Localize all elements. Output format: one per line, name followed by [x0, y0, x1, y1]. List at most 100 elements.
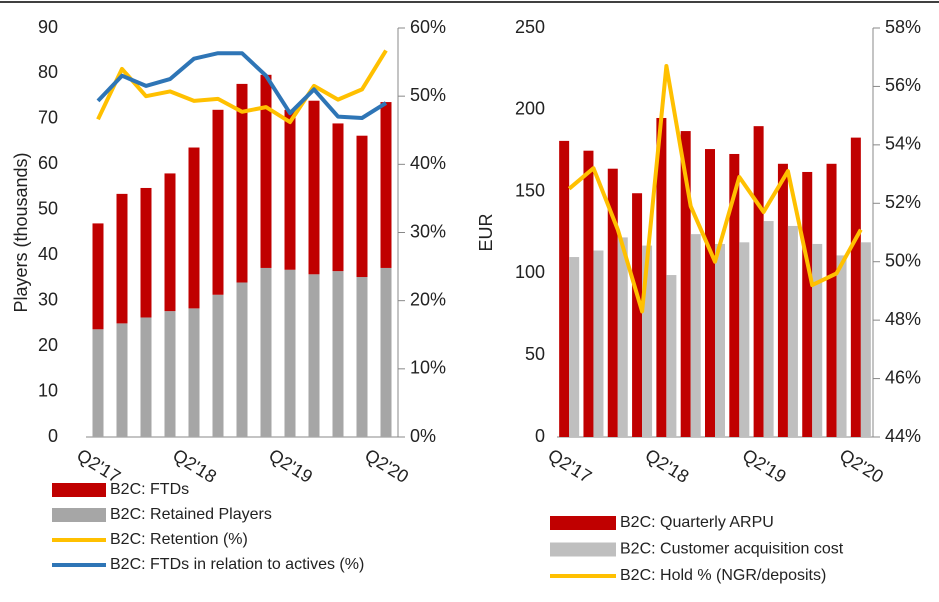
bar	[332, 271, 344, 437]
bar	[715, 243, 725, 437]
y-tick-label: 80	[38, 62, 58, 82]
y-tick-label: 40	[38, 244, 58, 264]
bar	[188, 147, 200, 309]
y-tick-label: 70	[38, 108, 58, 128]
y2-tick-label: 10%	[410, 358, 446, 378]
y-tick-label: 150	[515, 180, 545, 200]
bar	[236, 282, 248, 437]
y2-tick-label: 52%	[885, 192, 921, 212]
bar	[753, 126, 764, 437]
y2-tick-label: 48%	[885, 309, 921, 329]
bar	[777, 163, 788, 437]
y2-tick-label: 56%	[885, 75, 921, 95]
bar	[559, 140, 570, 437]
legend-label: B2C: FTDs	[110, 481, 189, 498]
x-tick-label: Q2'20	[361, 445, 412, 487]
y2-tick-label: 50%	[885, 250, 921, 270]
y2-tick-label: 20%	[410, 289, 446, 309]
bar	[860, 242, 871, 437]
x-tick-label: Q2'17	[544, 445, 595, 487]
legend-label: B2C: Hold % (NGR/deposits)	[620, 567, 826, 584]
bar	[308, 100, 320, 275]
bar	[356, 135, 368, 278]
y-tick-label: 100	[515, 262, 545, 282]
bar	[332, 123, 344, 272]
bar	[140, 187, 152, 318]
bar	[164, 173, 176, 312]
bar	[260, 74, 272, 268]
y2-tick-label: 40%	[410, 153, 446, 173]
y-tick-label: 0	[535, 426, 545, 446]
y2-tick-label: 0%	[410, 426, 436, 446]
bar	[729, 153, 740, 438]
y2-tick-label: 44%	[885, 426, 921, 446]
y2-tick-label: 58%	[885, 17, 921, 37]
bar	[116, 323, 128, 437]
x-tick-label: Q2'18	[642, 445, 693, 487]
y-tick-label: 200	[515, 99, 545, 119]
x-tick-label: Q2'19	[265, 445, 316, 487]
y-tick-label: 30	[38, 289, 58, 309]
x-tick-label: Q2'19	[739, 445, 790, 487]
bar	[380, 267, 392, 437]
y-tick-label: 50	[38, 199, 58, 219]
bar	[739, 242, 750, 437]
bar	[583, 150, 594, 437]
legend-swatch	[52, 483, 106, 497]
bar	[656, 117, 667, 437]
legend-label: B2C: Quarterly ARPU	[620, 514, 774, 531]
bar	[632, 193, 643, 437]
legend-swatch	[550, 516, 616, 530]
line	[96, 49, 388, 125]
bar	[140, 317, 152, 437]
bar	[826, 163, 837, 437]
bar	[92, 223, 104, 330]
bar	[236, 83, 248, 283]
bar	[666, 275, 677, 437]
y-tick-label: 250	[515, 17, 545, 37]
y2-tick-label: 60%	[410, 17, 446, 37]
bar	[763, 221, 774, 437]
y2-tick-label: 30%	[410, 221, 446, 241]
y2-tick-label: 46%	[885, 367, 921, 387]
legend-label: B2C: Retention (%)	[110, 531, 248, 548]
bar	[260, 267, 272, 437]
legend-label: B2C: FTDs in relation to actives (%)	[110, 556, 364, 573]
y-tick-label: 10	[38, 380, 58, 400]
bar	[212, 294, 224, 437]
bar	[380, 102, 392, 268]
bar	[212, 109, 224, 295]
bar	[690, 234, 701, 437]
y2-tick-label: 50%	[410, 85, 446, 105]
bar	[164, 311, 176, 437]
y-tick-label: 90	[38, 17, 58, 37]
legend-swatch	[52, 508, 106, 522]
bar	[850, 137, 861, 437]
bar	[680, 131, 691, 437]
bar	[705, 149, 715, 437]
bar	[92, 329, 104, 437]
bar	[802, 171, 813, 437]
bar	[356, 277, 368, 437]
bar	[787, 225, 798, 437]
y-tick-label: 60	[38, 153, 58, 173]
y-axis-label: Players (thousands)	[11, 152, 31, 312]
legend-swatch	[550, 542, 616, 557]
bar	[836, 255, 847, 437]
bar	[642, 245, 653, 437]
bar	[607, 168, 618, 438]
y-tick-label: 50	[525, 344, 545, 364]
y-tick-label: 20	[38, 335, 58, 355]
line	[567, 64, 863, 314]
bar	[116, 193, 128, 324]
y-tick-label: 0	[48, 426, 58, 446]
bar	[617, 237, 628, 437]
bar	[284, 109, 296, 270]
bar	[812, 243, 823, 437]
legend-label: B2C: Retained Players	[110, 506, 272, 523]
bar	[284, 269, 296, 437]
bar	[188, 308, 200, 437]
y-axis-label: EUR	[476, 213, 496, 251]
bar	[593, 250, 604, 437]
